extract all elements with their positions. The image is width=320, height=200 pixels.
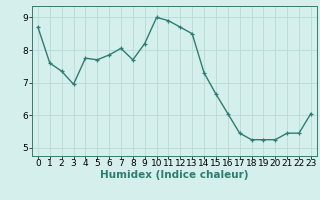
X-axis label: Humidex (Indice chaleur): Humidex (Indice chaleur) [100, 170, 249, 180]
